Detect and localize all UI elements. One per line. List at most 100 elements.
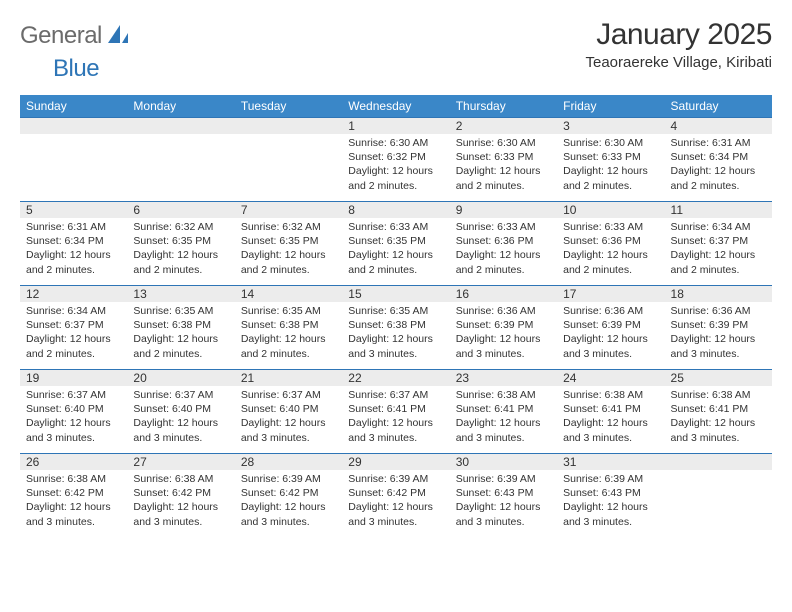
sunset-text: Sunset: 6:40 PM: [26, 402, 121, 416]
calendar-day-cell: 2Sunrise: 6:30 AMSunset: 6:33 PMDaylight…: [450, 117, 557, 201]
sunrise-text: Sunrise: 6:38 AM: [133, 472, 228, 486]
day-info: Sunrise: 6:38 AMSunset: 6:42 PMDaylight:…: [127, 470, 234, 533]
sunset-text: Sunset: 6:33 PM: [563, 150, 658, 164]
calendar-day-cell: 23Sunrise: 6:38 AMSunset: 6:41 PMDayligh…: [450, 369, 557, 453]
day-number: 31: [557, 453, 664, 470]
sunset-text: Sunset: 6:37 PM: [671, 234, 766, 248]
sunset-text: Sunset: 6:40 PM: [133, 402, 228, 416]
calendar-day-cell: 20Sunrise: 6:37 AMSunset: 6:40 PMDayligh…: [127, 369, 234, 453]
sunset-text: Sunset: 6:42 PM: [133, 486, 228, 500]
day-number: 28: [235, 453, 342, 470]
sunset-text: Sunset: 6:34 PM: [26, 234, 121, 248]
day-number: 13: [127, 285, 234, 302]
day-number: 5: [20, 201, 127, 218]
sunset-text: Sunset: 6:37 PM: [26, 318, 121, 332]
calendar-day-cell: 15Sunrise: 6:35 AMSunset: 6:38 PMDayligh…: [342, 285, 449, 369]
sunrise-text: Sunrise: 6:38 AM: [26, 472, 121, 486]
calendar-day-cell: 3Sunrise: 6:30 AMSunset: 6:33 PMDaylight…: [557, 117, 664, 201]
weekday-header: Monday: [127, 95, 234, 117]
day-number: [127, 117, 234, 134]
daylight-text: Daylight: 12 hours and 3 minutes.: [456, 500, 551, 528]
day-number: 21: [235, 369, 342, 386]
calendar-week-row: 19Sunrise: 6:37 AMSunset: 6:40 PMDayligh…: [20, 369, 772, 453]
day-number: 8: [342, 201, 449, 218]
day-info: Sunrise: 6:31 AMSunset: 6:34 PMDaylight:…: [665, 134, 772, 197]
day-info: Sunrise: 6:33 AMSunset: 6:36 PMDaylight:…: [450, 218, 557, 281]
day-info: Sunrise: 6:36 AMSunset: 6:39 PMDaylight:…: [557, 302, 664, 365]
calendar-day-cell: 24Sunrise: 6:38 AMSunset: 6:41 PMDayligh…: [557, 369, 664, 453]
day-info: Sunrise: 6:35 AMSunset: 6:38 PMDaylight:…: [127, 302, 234, 365]
weekday-header: Sunday: [20, 95, 127, 117]
calendar-page: General January 2025 Teaoraereke Village…: [0, 0, 792, 555]
daylight-text: Daylight: 12 hours and 2 minutes.: [671, 164, 766, 192]
sunset-text: Sunset: 6:39 PM: [456, 318, 551, 332]
calendar-day-cell: 4Sunrise: 6:31 AMSunset: 6:34 PMDaylight…: [665, 117, 772, 201]
daylight-text: Daylight: 12 hours and 3 minutes.: [456, 332, 551, 360]
sunrise-text: Sunrise: 6:34 AM: [26, 304, 121, 318]
daylight-text: Daylight: 12 hours and 2 minutes.: [456, 164, 551, 192]
day-info: Sunrise: 6:39 AMSunset: 6:43 PMDaylight:…: [557, 470, 664, 533]
sunrise-text: Sunrise: 6:36 AM: [563, 304, 658, 318]
sunset-text: Sunset: 6:42 PM: [241, 486, 336, 500]
day-number: 24: [557, 369, 664, 386]
day-number: 15: [342, 285, 449, 302]
daylight-text: Daylight: 12 hours and 2 minutes.: [133, 248, 228, 276]
daylight-text: Daylight: 12 hours and 2 minutes.: [456, 248, 551, 276]
sunrise-text: Sunrise: 6:38 AM: [456, 388, 551, 402]
day-number: 6: [127, 201, 234, 218]
calendar-day-cell: 8Sunrise: 6:33 AMSunset: 6:35 PMDaylight…: [342, 201, 449, 285]
brand-logo: General: [20, 22, 132, 50]
day-number: 26: [20, 453, 127, 470]
day-number: 18: [665, 285, 772, 302]
daylight-text: Daylight: 12 hours and 2 minutes.: [563, 248, 658, 276]
weekday-header: Tuesday: [235, 95, 342, 117]
sunset-text: Sunset: 6:43 PM: [563, 486, 658, 500]
day-number: 25: [665, 369, 772, 386]
daylight-text: Daylight: 12 hours and 2 minutes.: [241, 248, 336, 276]
sunrise-text: Sunrise: 6:36 AM: [671, 304, 766, 318]
sunrise-text: Sunrise: 6:37 AM: [241, 388, 336, 402]
day-info: Sunrise: 6:30 AMSunset: 6:33 PMDaylight:…: [450, 134, 557, 197]
daylight-text: Daylight: 12 hours and 3 minutes.: [671, 332, 766, 360]
sunset-text: Sunset: 6:32 PM: [348, 150, 443, 164]
daylight-text: Daylight: 12 hours and 2 minutes.: [241, 332, 336, 360]
day-info: Sunrise: 6:37 AMSunset: 6:40 PMDaylight:…: [20, 386, 127, 449]
sunrise-text: Sunrise: 6:36 AM: [456, 304, 551, 318]
sunrise-text: Sunrise: 6:39 AM: [348, 472, 443, 486]
day-number: 17: [557, 285, 664, 302]
weekday-header: Saturday: [665, 95, 772, 117]
calendar-table: Sunday Monday Tuesday Wednesday Thursday…: [20, 95, 772, 537]
sunrise-text: Sunrise: 6:35 AM: [241, 304, 336, 318]
day-info: Sunrise: 6:35 AMSunset: 6:38 PMDaylight:…: [235, 302, 342, 365]
brand-part2: Blue: [53, 55, 99, 83]
daylight-text: Daylight: 12 hours and 2 minutes.: [133, 332, 228, 360]
sunset-text: Sunset: 6:36 PM: [456, 234, 551, 248]
sunrise-text: Sunrise: 6:30 AM: [348, 136, 443, 150]
calendar-week-row: 5Sunrise: 6:31 AMSunset: 6:34 PMDaylight…: [20, 201, 772, 285]
daylight-text: Daylight: 12 hours and 3 minutes.: [456, 416, 551, 444]
calendar-day-cell: [665, 453, 772, 537]
calendar-day-cell: [20, 117, 127, 201]
calendar-week-row: 1 Sunrise: 6:30 AMSunset: 6:32 PM Daylight…: [20, 117, 772, 201]
sunset-text: Sunset: 6:41 PM: [671, 402, 766, 416]
daylight-text: Daylight: 12 hours and 3 minutes.: [133, 500, 228, 528]
day-number: 2: [450, 117, 557, 134]
sunset-text: Sunset: 6:35 PM: [241, 234, 336, 248]
sunset-text: Sunset: 6:33 PM: [456, 150, 551, 164]
day-info: Sunrise: 6:37 AMSunset: 6:40 PMDaylight:…: [127, 386, 234, 449]
day-number: 1: [342, 117, 449, 134]
day-number: [665, 453, 772, 470]
sunrise-text: Sunrise: 6:39 AM: [241, 472, 336, 486]
sunset-text: Sunset: 6:35 PM: [133, 234, 228, 248]
calendar-day-cell: 14Sunrise: 6:35 AMSunset: 6:38 PMDayligh…: [235, 285, 342, 369]
daylight-text: Daylight: 12 hours and 3 minutes.: [563, 332, 658, 360]
day-number: 9: [450, 201, 557, 218]
day-number: 4: [665, 117, 772, 134]
day-number: 10: [557, 201, 664, 218]
daylight-text: Daylight: 12 hours and 3 minutes.: [671, 416, 766, 444]
calendar-day-cell: 13Sunrise: 6:35 AMSunset: 6:38 PMDayligh…: [127, 285, 234, 369]
daylight-text: Daylight: 12 hours and 3 minutes.: [26, 416, 121, 444]
daylight-text: Daylight: 12 hours and 2 minutes.: [671, 248, 766, 276]
day-info: Sunrise: 6:34 AMSunset: 6:37 PMDaylight:…: [665, 218, 772, 281]
sunset-text: Sunset: 6:36 PM: [563, 234, 658, 248]
